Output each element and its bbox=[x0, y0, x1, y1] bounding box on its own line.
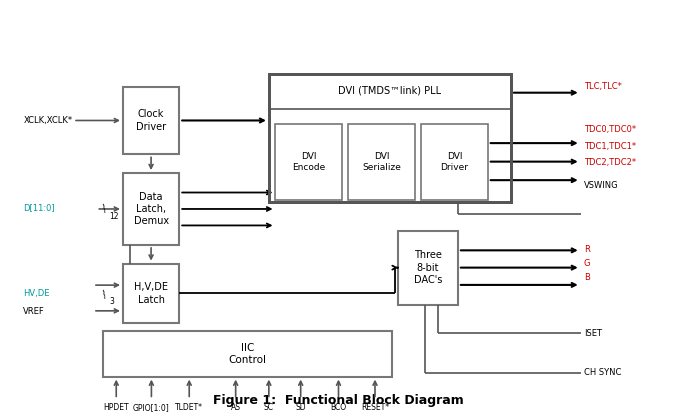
Text: BCO: BCO bbox=[330, 403, 347, 412]
Text: B: B bbox=[584, 273, 590, 282]
Text: SD: SD bbox=[295, 403, 306, 412]
Text: CH SYNC: CH SYNC bbox=[584, 368, 621, 377]
Text: TLC,TLC*: TLC,TLC* bbox=[584, 82, 622, 91]
Bar bbox=[123, 173, 179, 245]
Text: TDC2,TDC2*: TDC2,TDC2* bbox=[584, 158, 636, 167]
Text: 3: 3 bbox=[109, 297, 114, 306]
Text: DVI
Encode: DVI Encode bbox=[292, 152, 325, 172]
Text: VREF: VREF bbox=[23, 307, 45, 316]
Text: VSWING: VSWING bbox=[584, 181, 619, 190]
Bar bbox=[103, 331, 391, 377]
Text: GPIO[1:0]: GPIO[1:0] bbox=[133, 403, 170, 412]
Text: G: G bbox=[584, 259, 590, 268]
Text: /: / bbox=[102, 204, 108, 214]
Text: H,V,DE
Latch: H,V,DE Latch bbox=[134, 282, 168, 304]
Bar bbox=[123, 87, 179, 155]
Text: TDC1,TDC1*: TDC1,TDC1* bbox=[584, 142, 636, 151]
Text: DVI
Driver: DVI Driver bbox=[441, 152, 468, 172]
Text: AS: AS bbox=[231, 403, 240, 412]
Text: R: R bbox=[584, 244, 590, 254]
Text: XCLK,XCLK*: XCLK,XCLK* bbox=[23, 116, 72, 125]
Bar bbox=[123, 263, 179, 323]
Text: HPDET: HPDET bbox=[104, 403, 129, 412]
Bar bbox=[269, 74, 511, 202]
Text: /: / bbox=[102, 289, 108, 299]
Text: DVI (TMDS™link) PLL: DVI (TMDS™link) PLL bbox=[338, 86, 441, 96]
Text: ISET: ISET bbox=[584, 329, 602, 338]
Text: TDC0,TDC0*: TDC0,TDC0* bbox=[584, 125, 636, 134]
Text: TLDET*: TLDET* bbox=[175, 403, 203, 412]
Bar bbox=[269, 74, 511, 202]
Text: D[11:0]: D[11:0] bbox=[23, 203, 55, 213]
Text: DVI
Serialize: DVI Serialize bbox=[362, 152, 401, 172]
Text: Figure 1:  Functional Block Diagram: Figure 1: Functional Block Diagram bbox=[213, 394, 464, 407]
Bar bbox=[276, 123, 342, 200]
Bar bbox=[421, 123, 487, 200]
Text: Three
8-bit
DAC's: Three 8-bit DAC's bbox=[414, 250, 442, 285]
Text: IIC
Control: IIC Control bbox=[228, 343, 266, 365]
Text: 12: 12 bbox=[110, 212, 119, 220]
Text: SC: SC bbox=[264, 403, 274, 412]
Bar bbox=[398, 231, 458, 304]
Text: RESET*: RESET* bbox=[361, 403, 389, 412]
Text: HV,DE: HV,DE bbox=[23, 289, 50, 298]
Text: Clock
Driver: Clock Driver bbox=[136, 109, 166, 132]
Bar bbox=[349, 123, 415, 200]
Text: Data
Latch,
Demux: Data Latch, Demux bbox=[133, 192, 169, 226]
